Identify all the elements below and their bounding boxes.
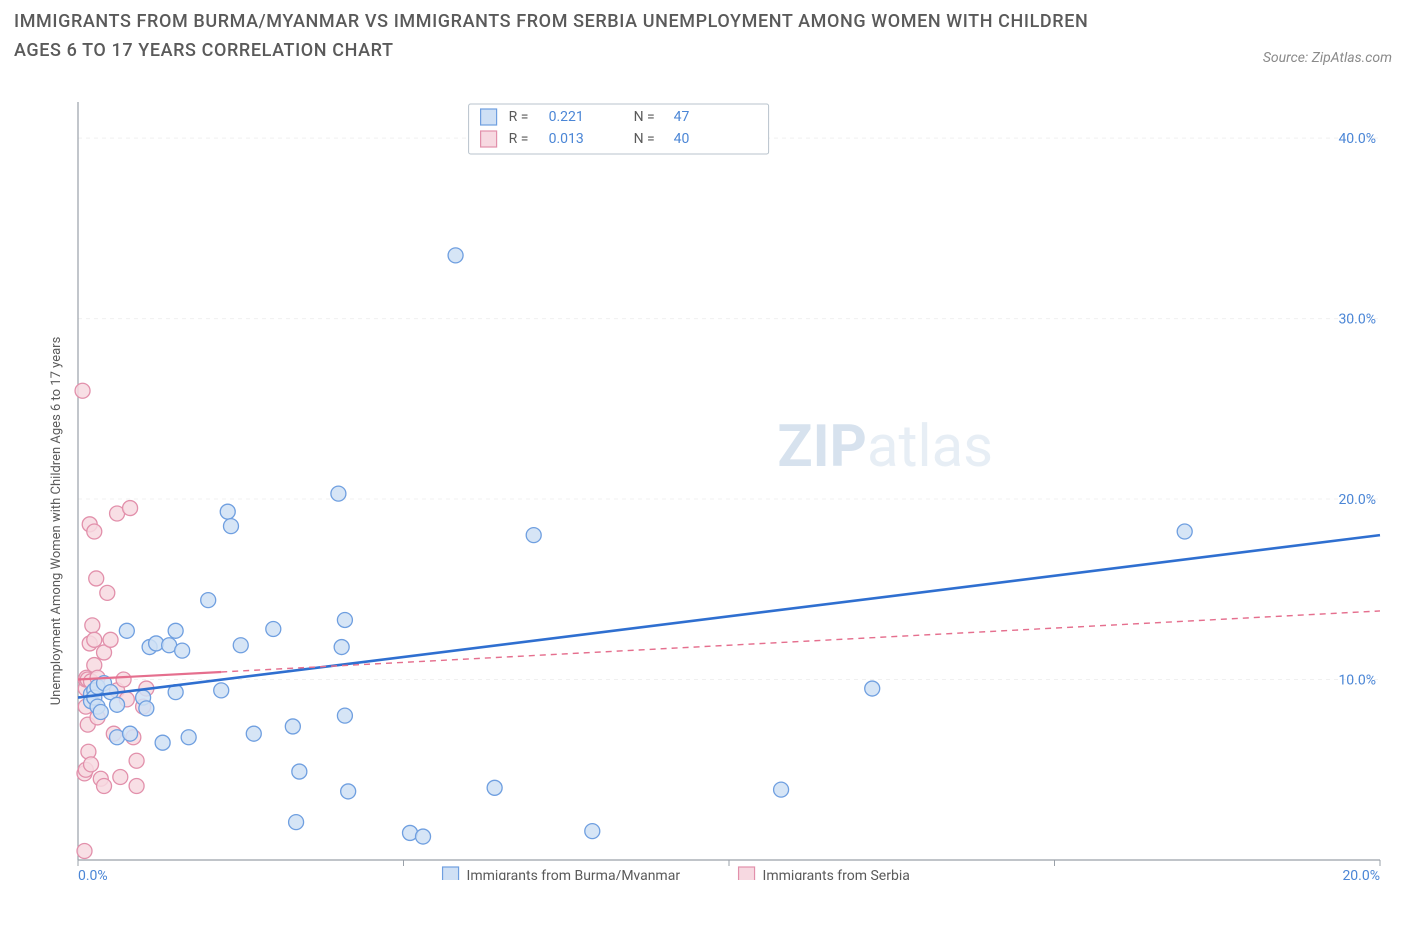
- data-point: [220, 504, 235, 519]
- data-point: [246, 726, 261, 741]
- data-point: [84, 757, 99, 772]
- data-point: [292, 764, 307, 779]
- legend-r-value: 0.221: [549, 109, 584, 125]
- chart-title: IMMIGRANTS FROM BURMA/MYANMAR VS IMMIGRA…: [14, 8, 1114, 66]
- watermark: ZIPatlas: [777, 413, 993, 481]
- data-point: [110, 697, 125, 712]
- correlation-chart: ZIPatlas10.0%20.0%30.0%40.0%0.0%5.0%10.0…: [50, 90, 1386, 880]
- data-point: [87, 524, 102, 539]
- legend-r-value: 0.013: [549, 131, 584, 147]
- data-point: [103, 632, 118, 647]
- x-tick-label: 0.0%: [78, 868, 108, 880]
- data-point: [123, 726, 138, 741]
- data-point: [337, 708, 352, 723]
- x-tick-label: 15.0%: [1036, 868, 1074, 880]
- trend-line: [78, 535, 1380, 697]
- data-point: [201, 593, 216, 608]
- series-legend-swatch: [739, 867, 755, 880]
- data-point: [865, 681, 880, 696]
- data-point: [214, 683, 229, 698]
- data-point: [113, 769, 128, 784]
- legend-r-label: R =: [509, 109, 529, 125]
- data-point: [93, 705, 108, 720]
- legend-swatch: [481, 109, 497, 125]
- series-legend-swatch: [443, 867, 459, 880]
- data-point: [123, 501, 138, 516]
- data-point: [285, 719, 300, 734]
- header-row: IMMIGRANTS FROM BURMA/MYANMAR VS IMMIGRA…: [14, 8, 1392, 66]
- data-point: [155, 735, 170, 750]
- data-point: [337, 612, 352, 627]
- data-point: [331, 486, 346, 501]
- trend-line-dashed: [221, 611, 1380, 672]
- legend-n-label: N =: [634, 109, 655, 125]
- data-point: [416, 829, 431, 844]
- data-point: [1177, 524, 1192, 539]
- data-point: [175, 643, 190, 658]
- data-point: [526, 528, 541, 543]
- data-point: [89, 571, 104, 586]
- source-name: ZipAtlas.com: [1312, 50, 1392, 66]
- source-label: Source: ZipAtlas.com: [1263, 50, 1392, 66]
- legend-n-value: 40: [674, 131, 690, 147]
- data-point: [223, 519, 238, 534]
- data-point: [289, 815, 304, 830]
- data-point: [233, 638, 248, 653]
- legend-n-label: N =: [634, 131, 655, 147]
- y-tick-label: 30.0%: [1338, 312, 1376, 328]
- data-point: [181, 730, 196, 745]
- y-tick-label: 20.0%: [1338, 492, 1376, 508]
- y-tick-label: 10.0%: [1338, 673, 1376, 689]
- data-point: [334, 640, 349, 655]
- data-point: [139, 701, 154, 716]
- y-tick-label: 40.0%: [1338, 131, 1376, 147]
- legend-r-label: R =: [509, 131, 529, 147]
- data-point: [119, 623, 134, 638]
- data-point: [448, 248, 463, 263]
- data-point: [341, 784, 356, 799]
- data-point: [87, 632, 102, 647]
- data-point: [116, 672, 131, 687]
- data-point: [266, 621, 281, 636]
- data-point: [585, 824, 600, 839]
- data-point: [129, 753, 144, 768]
- data-point: [100, 585, 115, 600]
- data-point: [168, 623, 183, 638]
- y-axis-label: Unemployment Among Women with Children A…: [50, 336, 64, 705]
- data-point: [75, 383, 90, 398]
- series-legend-label: Immigrants from Burma/Myanmar: [467, 868, 681, 880]
- x-tick-label: 20.0%: [1342, 868, 1380, 880]
- x-tick-label: 5.0%: [389, 868, 419, 880]
- legend-swatch: [481, 131, 497, 147]
- series-legend-label: Immigrants from Serbia: [763, 868, 910, 880]
- data-point: [97, 779, 112, 794]
- data-point: [85, 618, 100, 633]
- data-point: [774, 782, 789, 797]
- data-point: [77, 843, 92, 858]
- source-prefix: Source:: [1263, 50, 1312, 66]
- legend-n-value: 47: [674, 109, 690, 125]
- chart-svg: ZIPatlas10.0%20.0%30.0%40.0%0.0%5.0%10.0…: [50, 90, 1386, 880]
- data-point: [487, 780, 502, 795]
- data-point: [129, 779, 144, 794]
